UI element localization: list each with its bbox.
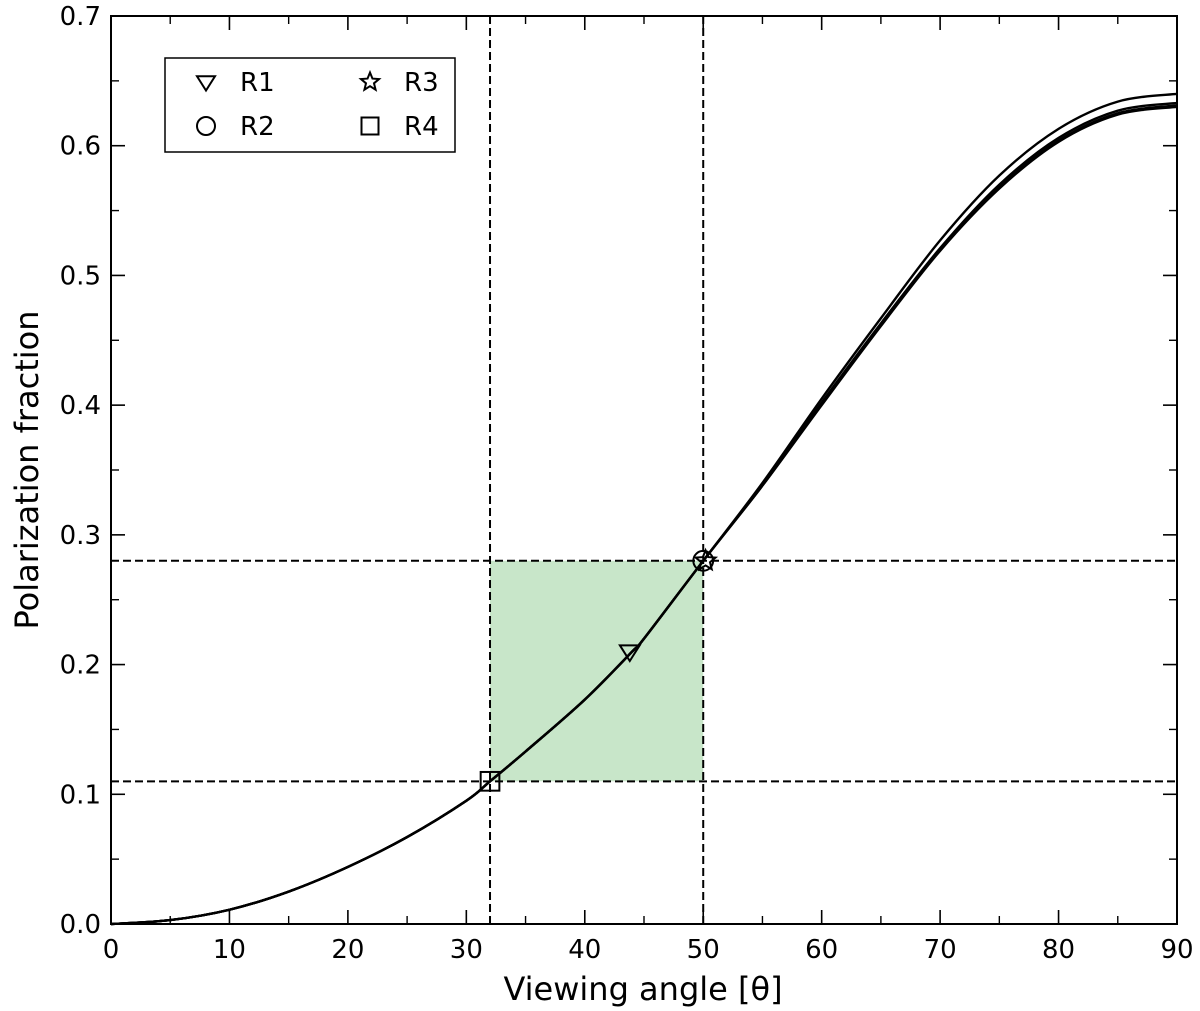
y-tick-label: 0.7 — [60, 2, 101, 32]
legend-label-r3: R3 — [404, 68, 439, 98]
legend-label-r2: R2 — [240, 112, 275, 142]
series-line — [110, 101, 1178, 926]
y-tick-label: 0.1 — [60, 780, 101, 810]
shaded-region — [490, 560, 704, 782]
curves-layer — [110, 92, 1178, 926]
legend-marker-r1 — [195, 75, 217, 93]
x-tick-label: 80 — [1042, 935, 1075, 965]
legend-box — [164, 57, 456, 153]
x-tick-label: 70 — [924, 935, 957, 965]
series-line — [110, 92, 1178, 926]
x-tick-label: 90 — [1160, 935, 1193, 965]
legend-label-r1: R1 — [240, 68, 275, 98]
y-tick-label: 0.5 — [60, 261, 101, 291]
y-tick-label: 0.3 — [60, 521, 101, 551]
marker-r1 — [618, 644, 642, 663]
markers-layer — [479, 547, 719, 792]
x-tick-label: 60 — [805, 935, 838, 965]
legend-marker-r3 — [358, 69, 382, 92]
legend-marker-r2 — [196, 116, 216, 136]
x-tick-label: 50 — [687, 935, 720, 965]
y-tick-label: 0.0 — [60, 910, 101, 940]
axes-layer: 0 10 20 30 40 50 60 70 80 90 0.0 0.1 0.2 0.3 0.4 0.5 0.6… — [60, 2, 1194, 965]
x-tick-label: 30 — [450, 935, 483, 965]
y-tick-label: 0.4 — [60, 391, 101, 421]
y-axis-label: Polarization fraction — [8, 310, 46, 629]
x-tick-label: 10 — [213, 935, 246, 965]
legend-marker-r4 — [360, 116, 380, 136]
series-line — [110, 104, 1178, 926]
legend-label-r4: R4 — [404, 112, 439, 142]
y-tick-label: 0.2 — [60, 651, 101, 681]
y-tick-label: 0.6 — [60, 132, 101, 162]
x-tick-label: 40 — [568, 935, 601, 965]
shaded-region-layer — [490, 560, 704, 782]
series-line — [110, 105, 1178, 926]
marker-r3 — [693, 547, 719, 572]
x-axis-label: Viewing angle [θ] — [503, 970, 782, 1008]
legend: R1 R2 R3 R4 — [164, 57, 456, 153]
marker-r4 — [479, 770, 501, 792]
x-tick-label: 20 — [331, 935, 364, 965]
x-tick-label: 0 — [103, 935, 120, 965]
